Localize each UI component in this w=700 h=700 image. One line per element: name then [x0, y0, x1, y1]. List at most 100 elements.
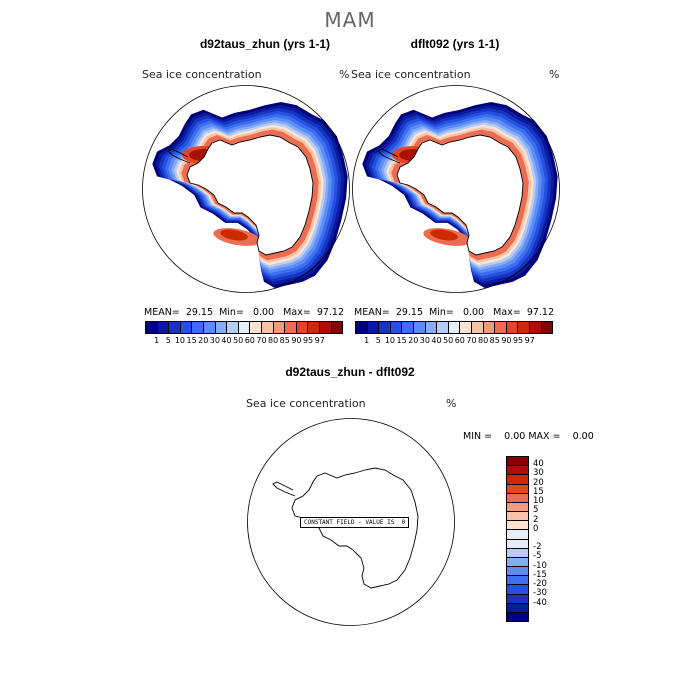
right-variable-label: Sea ice concentration — [351, 68, 471, 81]
colorbar-tick-label: 0 — [533, 523, 539, 534]
colorbar-tick-label: 50 — [443, 336, 454, 345]
colorbar-swatch — [356, 322, 368, 333]
colorbar-swatch — [169, 322, 181, 333]
colorbar-tick-label: -40 — [533, 597, 547, 608]
colorbar-swatch — [331, 322, 343, 333]
right-antarctica — [396, 134, 524, 256]
colorbar-swatch — [413, 322, 426, 333]
colorbar-tick-label: 60 — [244, 336, 255, 345]
colorbar-tick-label: 5 — [533, 505, 539, 516]
colorbar-tick-label: 5 — [165, 336, 171, 345]
colorbar-tick-label: -5 — [533, 551, 542, 562]
colorbar-tick-label: 10 — [533, 496, 544, 507]
right-mean-label: MEAN= — [354, 307, 390, 318]
colorbar-swatch — [529, 322, 542, 333]
colorbar-swatch — [507, 585, 528, 595]
colorbar-swatch — [261, 322, 274, 333]
left-map-border — [142, 85, 350, 293]
figure-title: MAM — [324, 8, 376, 32]
colorbar-tick-label: -30 — [533, 588, 547, 599]
colorbar-swatch — [215, 322, 228, 333]
right-max-value: 97.12 — [526, 307, 555, 318]
colorbar-swatch — [507, 466, 528, 476]
colorbar-tick-label: 2 — [533, 514, 539, 525]
left-polar-map — [142, 85, 350, 293]
colorbar-swatch — [507, 484, 528, 494]
colorbar-swatch — [308, 322, 320, 333]
colorbar-tick-label: 1 — [154, 336, 160, 345]
left-min-label: Min= — [219, 307, 244, 318]
colorbar-swatch — [203, 322, 216, 333]
colorbar-swatch — [507, 530, 528, 540]
left-variable-label: Sea ice concentration — [142, 68, 262, 81]
colorbar-tick-label: 95 — [512, 336, 524, 345]
colorbar-swatch — [507, 457, 528, 467]
right-map-border — [352, 85, 560, 293]
right-panel-title: dflt092 (yrs 1-1) — [410, 37, 500, 51]
colorbar-swatch — [507, 567, 528, 577]
right-ross-core — [430, 229, 458, 241]
colorbar-swatch — [227, 322, 239, 333]
colorbar-swatch — [425, 322, 438, 333]
colorbar-swatch — [379, 322, 391, 333]
colorbar-swatch — [507, 539, 528, 549]
colorbar-tick-label: 30 — [533, 468, 544, 479]
colorbar-swatch — [506, 322, 519, 333]
left-max-value: 97.12 — [316, 307, 345, 318]
right-max-label: Max= — [493, 307, 521, 318]
diff-antarctica — [291, 467, 419, 589]
left-mean-value: 29.15 — [185, 307, 214, 318]
colorbar-swatch — [192, 322, 204, 333]
colorbar-swatch — [507, 612, 528, 622]
colorbar-tick-label: 20 — [198, 336, 209, 345]
colorbar-swatch — [146, 322, 158, 333]
colorbar-swatch — [157, 322, 170, 333]
left-max-label: Max= — [283, 307, 311, 318]
diff-colorbar — [506, 456, 529, 622]
diff-peninsula — [272, 481, 296, 497]
colorbar-swatch — [437, 322, 449, 333]
colorbar-tick-label: 80 — [478, 336, 489, 345]
colorbar-tick-label: 85 — [279, 336, 290, 345]
colorbar-tick-label: 40 — [431, 336, 442, 345]
left-colorbar — [145, 321, 343, 334]
right-min-label: Min= — [429, 307, 454, 318]
colorbar-tick-label: 10 — [384, 336, 396, 345]
colorbar-swatch — [448, 322, 461, 333]
left-ross-core — [220, 229, 248, 241]
diff-minmax-text: MIN = 0.00 MAX = 0.00 — [463, 431, 594, 442]
colorbar-tick-label: 1 — [364, 336, 370, 345]
diff-variable-label: Sea ice concentration — [246, 397, 366, 410]
colorbar-swatch — [367, 322, 380, 333]
colorbar-tick-label: -10 — [533, 560, 547, 571]
diff-colorbar-ticks: 40 30 20 15 10 5 2 0 -2 -5 -10 -15 -20 -30 -40 — [533, 456, 573, 622]
colorbar-tick-label: 70 — [466, 336, 477, 345]
colorbar-swatch — [250, 322, 262, 333]
colorbar-swatch — [507, 557, 528, 568]
colorbar-swatch — [507, 594, 528, 604]
colorbar-swatch — [507, 521, 528, 531]
colorbar-tick-label: 5 — [375, 336, 381, 345]
colorbar-swatch — [460, 322, 472, 333]
colorbar-swatch — [471, 322, 484, 333]
colorbar-tick-label: 90 — [501, 336, 512, 345]
left-peninsula — [167, 148, 191, 164]
colorbar-swatch — [507, 502, 528, 513]
right-stats: MEAN= 29.15 Min= 0.00 Max= 97.12 — [354, 307, 554, 318]
colorbar-swatch — [319, 322, 332, 333]
right-units-label: % — [549, 68, 560, 81]
diff-units-label: % — [446, 397, 457, 410]
right-colorbar-ticks: 1 5 10 15 20 30 40 50 60 70 80 85 90 95 97 — [355, 336, 553, 348]
colorbar-swatch — [507, 493, 528, 503]
colorbar-swatch — [296, 322, 309, 333]
colorbar-swatch — [285, 322, 297, 333]
colorbar-tick-label: 95 — [302, 336, 314, 345]
colorbar-swatch — [483, 322, 496, 333]
colorbar-swatch — [273, 322, 286, 333]
colorbar-swatch — [541, 322, 553, 333]
right-peninsula — [377, 148, 401, 164]
colorbar-swatch — [507, 603, 528, 613]
left-stats: MEAN= 29.15 Min= 0.00 Max= 97.12 — [144, 307, 344, 318]
right-mean-value: 29.15 — [395, 307, 424, 318]
colorbar-tick-label: 30 — [209, 336, 220, 345]
